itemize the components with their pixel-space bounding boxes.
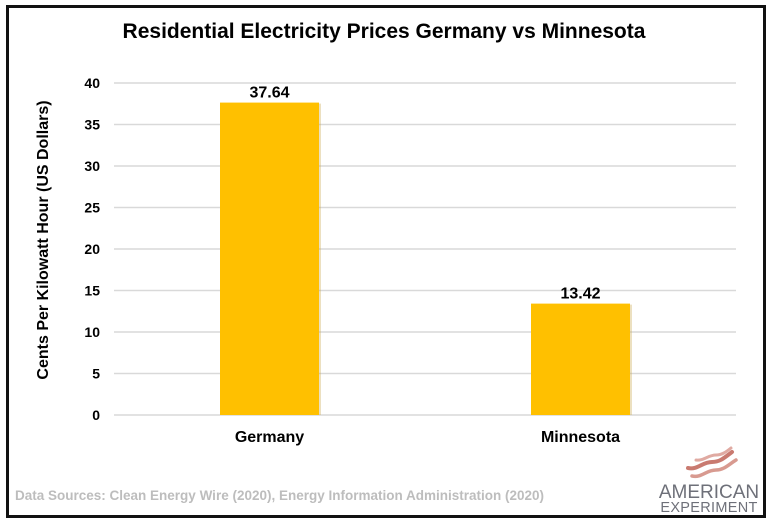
x-category-germany: Germany bbox=[235, 429, 304, 446]
logo-text-american: AMERICAN bbox=[659, 482, 759, 503]
chart-title: Residential Electricity Prices Germany v… bbox=[123, 20, 646, 43]
data-label-germany: 37.64 bbox=[249, 85, 289, 102]
x-axis-categories: Germany Minnesota bbox=[235, 429, 620, 446]
data-label-minnesota: 13.42 bbox=[560, 286, 600, 303]
y-tick-label: 25 bbox=[84, 200, 100, 216]
y-tick-label: 0 bbox=[92, 407, 100, 423]
y-tick-label: 20 bbox=[84, 241, 100, 257]
y-tick-label: 40 bbox=[84, 75, 100, 91]
logo-text-experiment: EXPERIMENT bbox=[660, 500, 757, 516]
y-tick-label: 5 bbox=[92, 366, 100, 382]
flag-waves-icon bbox=[686, 446, 738, 479]
chart-frame bbox=[6, 5, 766, 518]
y-axis-ticks: 0 5 10 15 20 25 30 35 40 bbox=[84, 75, 100, 423]
bar-minnesota bbox=[531, 303, 630, 415]
y-tick-label: 15 bbox=[84, 283, 100, 299]
data-source-note: Data Sources: Clean Energy Wire (2020), … bbox=[15, 488, 544, 503]
y-tick-label: 35 bbox=[84, 117, 100, 133]
data-labels: 37.64 13.42 bbox=[249, 85, 600, 303]
gridlines bbox=[114, 82, 736, 416]
american-experiment-logo: AMERICAN EXPERIMENT bbox=[659, 446, 759, 516]
y-tick-label: 10 bbox=[84, 324, 100, 340]
y-tick-label: 30 bbox=[84, 158, 100, 174]
y-axis-label: Cents Per Kilowatt Hour (US Dollars) bbox=[35, 100, 52, 379]
bars bbox=[220, 102, 632, 415]
x-category-minnesota: Minnesota bbox=[541, 429, 620, 446]
bar-germany bbox=[220, 102, 319, 415]
